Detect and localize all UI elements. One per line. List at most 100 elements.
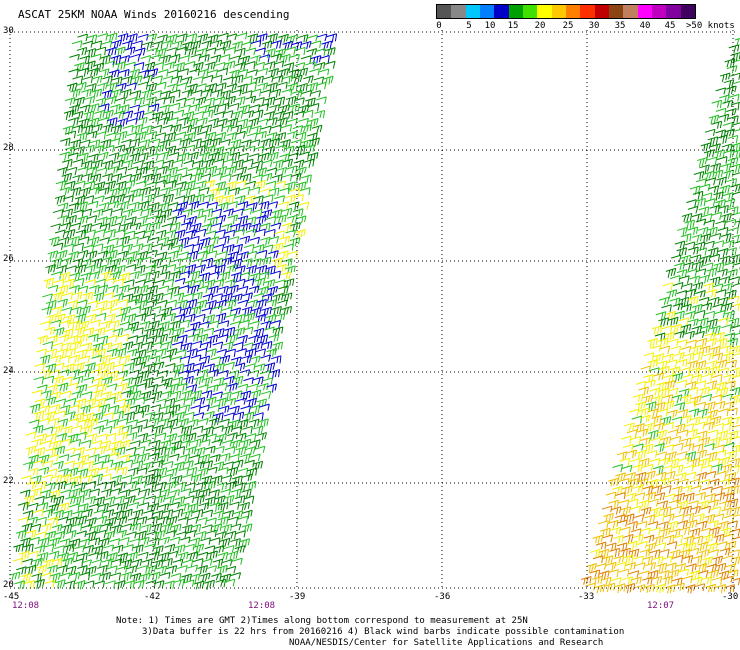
- wind-barb: [276, 214, 287, 224]
- wind-barb: [722, 533, 734, 542]
- wind-barb: [36, 516, 47, 526]
- wind-barb: [143, 509, 154, 518]
- wind-barb: [237, 118, 249, 128]
- wind-barb: [666, 562, 677, 572]
- wind-barb: [105, 580, 116, 589]
- wind-barb: [620, 435, 632, 445]
- wind-barb: [252, 341, 263, 351]
- wind-barb: [211, 172, 223, 181]
- wind-barb: [89, 139, 101, 149]
- wind-barb: [202, 74, 214, 83]
- wind-barb: [85, 531, 97, 541]
- wind-barb: [69, 354, 81, 364]
- wind-barb: [102, 208, 113, 217]
- wind-barb: [694, 583, 706, 592]
- wind-barb: [265, 216, 277, 225]
- wind-barb: [132, 425, 143, 433]
- wind-barb: [64, 460, 75, 469]
- wind-barb: [714, 310, 726, 319]
- wind-barb: [226, 480, 238, 491]
- wind-barb: [727, 134, 739, 144]
- wind-barb: [680, 323, 692, 334]
- wind-barb: [279, 235, 291, 245]
- wind-barb: [97, 284, 109, 293]
- wind-barb: [695, 268, 707, 276]
- wind-barb: [47, 335, 59, 344]
- wind-barb: [193, 61, 204, 73]
- wind-barb: [168, 69, 179, 78]
- wind-barb: [97, 250, 109, 259]
- wind-barb: [61, 306, 73, 315]
- wind-barb: [297, 67, 309, 77]
- wind-barb: [17, 516, 29, 524]
- wind-barb: [112, 327, 124, 337]
- wind-barb: [221, 124, 233, 133]
- wind-barb: [210, 356, 222, 365]
- wind-barb: [176, 82, 188, 90]
- wind-barb: [632, 464, 643, 473]
- wind-barb: [658, 457, 670, 466]
- wind-barb: [149, 320, 160, 330]
- wind-barb: [302, 109, 314, 118]
- wind-barb: [76, 132, 88, 142]
- wind-barb: [111, 440, 122, 451]
- wind-barb: [283, 145, 295, 155]
- wind-barb: [91, 559, 103, 568]
- wind-barb: [174, 446, 186, 455]
- wind-barb: [125, 61, 136, 71]
- wind-barb: [61, 510, 73, 519]
- wind-barb: [208, 320, 220, 328]
- wind-barb: [133, 110, 145, 120]
- wind-barb: [278, 285, 289, 295]
- wind-barb: [692, 351, 704, 361]
- wind-barb: [651, 485, 663, 494]
- wind-barb: [718, 367, 730, 375]
- wind-barb: [221, 391, 232, 401]
- wind-barb: [94, 109, 105, 119]
- wind-barb: [682, 374, 694, 383]
- wind-barb: [179, 453, 191, 463]
- wind-barb: [123, 194, 134, 203]
- wind-barb: [183, 160, 195, 168]
- wind-barb: [245, 446, 256, 456]
- wind-barb: [239, 186, 251, 196]
- wind-barb: [294, 62, 306, 70]
- wind-barb: [58, 334, 70, 343]
- wind-barb: [164, 495, 175, 505]
- wind-barb: [52, 425, 64, 436]
- wind-barb: [83, 376, 95, 384]
- wind-barb: [124, 580, 135, 589]
- wind-barb: [282, 258, 293, 267]
- wind-barb: [53, 495, 65, 506]
- wind-barb: [198, 467, 209, 478]
- pass-time-middle: 12:08: [248, 601, 276, 611]
- wind-barb: [276, 166, 288, 176]
- wind-barb: [654, 583, 665, 594]
- wind-barb: [733, 81, 740, 85]
- wind-barb: [153, 292, 164, 302]
- wind-barb: [711, 120, 723, 129]
- wind-barb: [146, 531, 157, 540]
- wind-barb: [66, 265, 77, 273]
- wind-barb: [77, 333, 88, 345]
- wind-barb: [622, 485, 633, 495]
- wind-barb: [653, 372, 664, 381]
- wind-barb: [118, 501, 129, 512]
- wind-barb: [142, 377, 154, 388]
- wind-barb: [111, 76, 123, 85]
- wind-barb: [67, 467, 79, 477]
- wind-barb: [95, 312, 107, 321]
- wind-barb: [178, 418, 189, 427]
- wind-barb: [130, 440, 141, 448]
- wind-barb: [228, 284, 239, 294]
- wind-barb: [640, 365, 652, 373]
- wind-barb: [151, 209, 163, 218]
- wind-barb: [153, 459, 164, 468]
- wind-barb: [677, 429, 689, 437]
- wind-barb: [110, 572, 121, 581]
- wind-barb: [242, 473, 253, 482]
- wind-barb: [231, 425, 243, 435]
- wind-barb: [236, 348, 247, 356]
- wind-barb: [681, 303, 692, 312]
- wind-barb: [98, 151, 109, 161]
